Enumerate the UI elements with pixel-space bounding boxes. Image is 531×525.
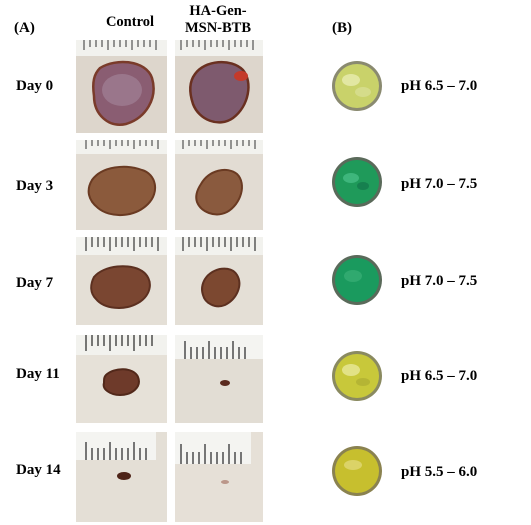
wound-photo-control-day11	[76, 335, 167, 423]
ph-label-3: pH 7.0 – 7.5	[401, 273, 478, 289]
wound-photo-control-day3	[76, 140, 167, 230]
ph-label-5: pH 5.5 – 6.0	[401, 464, 478, 480]
ph-dish-3	[331, 254, 383, 306]
ph-dish-1	[331, 60, 383, 112]
wound-photo-control-day7	[76, 237, 167, 325]
wound-photo-control-day0	[76, 40, 167, 133]
ph-dish-4	[331, 350, 383, 402]
wound-photo-treatment-day11	[175, 335, 263, 423]
wound-photo-treatment-day0	[175, 40, 263, 133]
ph-dish-2	[331, 156, 383, 208]
day-label-3: Day 3	[16, 178, 54, 194]
day-label-0: Day 0	[16, 78, 54, 94]
wound-photo-treatment-day14	[175, 432, 263, 522]
column-header-treatment-line2: MSN-BTB	[184, 20, 252, 36]
wound-photo-treatment-day3	[175, 140, 263, 230]
column-header-treatment: HA-Gen- MSN-BTB	[172, 3, 264, 37]
ph-label-2: pH 7.0 – 7.5	[401, 176, 478, 192]
panel-a-label: (A)	[14, 20, 35, 36]
wound-photo-treatment-day7	[175, 237, 263, 325]
column-header-treatment-line1: HA-Gen-	[189, 3, 247, 19]
ph-dish-5	[331, 445, 383, 497]
day-label-7: Day 7	[16, 275, 54, 291]
ph-label-1: pH 6.5 – 7.0	[401, 78, 478, 94]
day-label-11: Day 11	[16, 366, 60, 382]
day-label-14: Day 14	[16, 462, 61, 478]
panel-b-label: (B)	[332, 20, 352, 36]
column-header-control: Control	[105, 14, 155, 30]
wound-photo-control-day14	[76, 432, 167, 522]
ph-label-4: pH 6.5 – 7.0	[401, 368, 478, 384]
